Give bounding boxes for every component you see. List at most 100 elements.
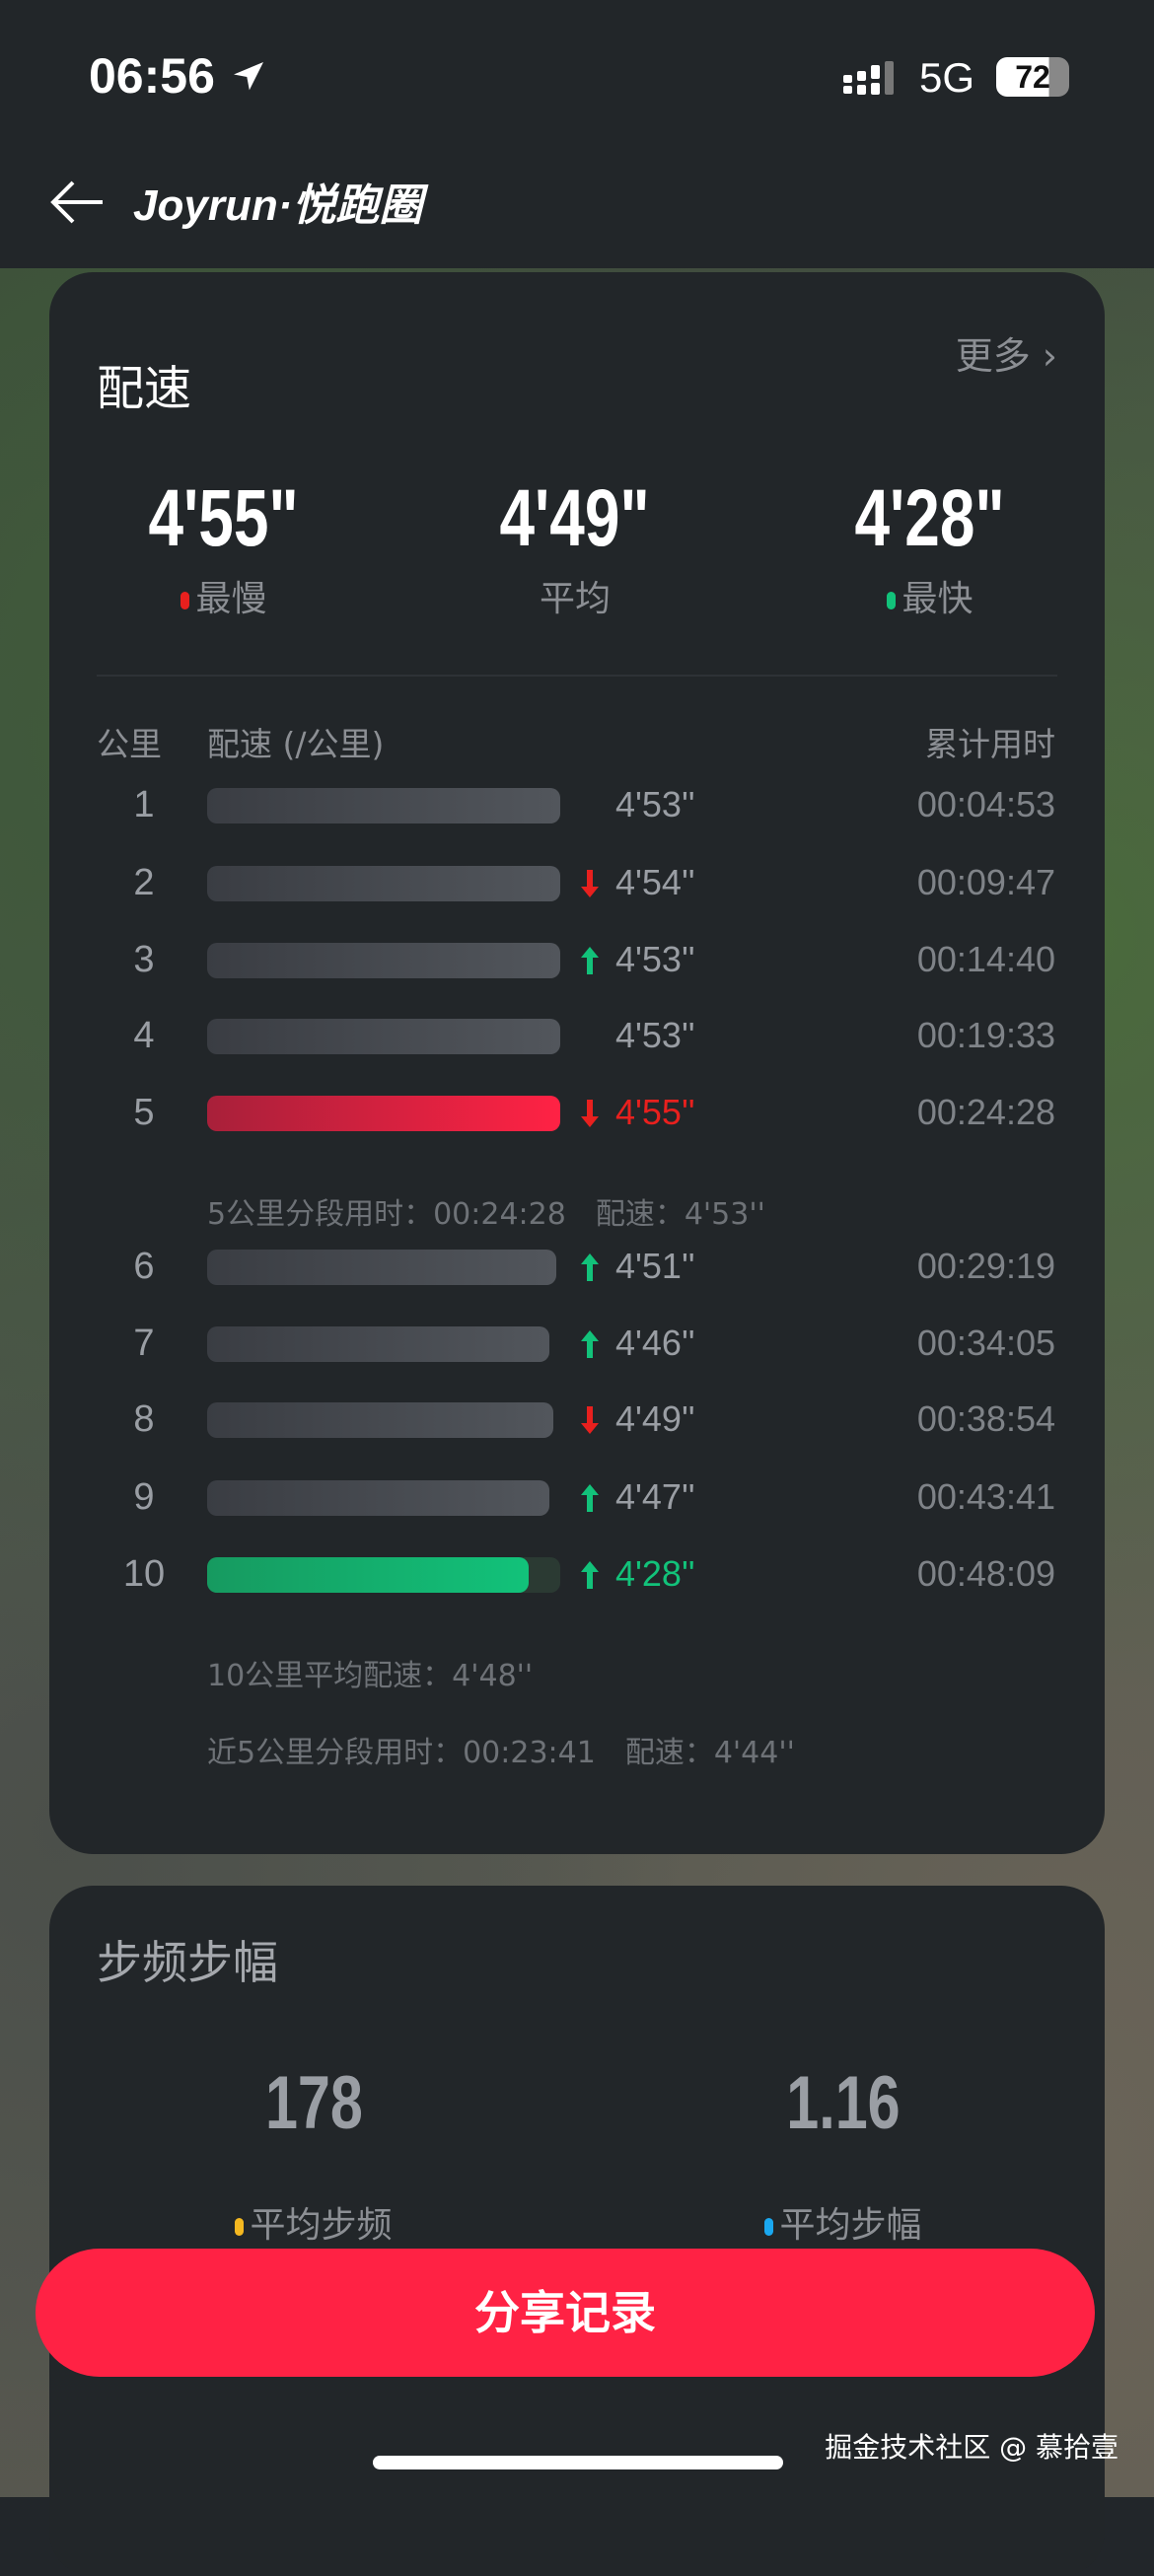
split-pace: 4'28''	[615, 1553, 695, 1594]
pace-bar-track	[207, 943, 560, 978]
split-row: 6 4'51'' 00:29:19	[49, 1238, 1105, 1297]
cadence-card: 步频步幅 178 平均步频 1.16 平均步幅	[49, 1886, 1105, 2576]
split-cumulative: 00:34:05	[916, 1323, 1055, 1363]
summary-label: 平均	[539, 579, 611, 619]
split-km: 2	[133, 862, 155, 903]
status-time: 06:56	[89, 47, 268, 105]
pace-bar-track	[207, 1096, 560, 1131]
split-km: 10	[122, 1553, 166, 1595]
cadence-stat-0: 178 平均步频	[156, 2053, 471, 2248]
split-pace: 4'55''	[615, 1092, 695, 1132]
avg10-note: 10公里平均配速：4'48''	[207, 1659, 534, 1693]
split-cumulative: 00:19:33	[916, 1015, 1055, 1055]
pace-bar-fill	[207, 1019, 560, 1054]
split-km: 1	[133, 784, 155, 825]
split5-note: 5公里分段用时：00:24:28 配速：4'53''	[207, 1197, 765, 1232]
pace-bar-fill	[207, 788, 560, 823]
last5-note: 近5公里分段用时：00:23:41 配速：4'44''	[207, 1736, 795, 1770]
header-pace: 配速 (/公里)	[207, 725, 385, 763]
split-pace: 4'47''	[615, 1476, 695, 1517]
more-link[interactable]: 更多 ›	[955, 334, 1057, 378]
arrow-down-icon	[581, 1406, 599, 1434]
chevron-right-icon: ›	[1042, 334, 1057, 378]
split-pace: 4'46''	[615, 1323, 695, 1363]
back-arrow-icon[interactable]	[47, 178, 107, 227]
top-bar: 06:56 5G 72 Joyrun·悦跑圈	[0, 0, 1154, 268]
split-cumulative: 00:24:28	[916, 1092, 1055, 1132]
arrow-down-icon	[581, 1100, 599, 1127]
pace-bar-fill	[207, 1480, 550, 1516]
arrow-up-icon	[581, 1561, 599, 1589]
status-dot	[764, 2218, 774, 2236]
arrow-up-icon	[581, 1330, 599, 1358]
watermark: 掘金技术社区 @ 慕拾壹	[825, 2431, 1118, 2464]
pace-summary-1: 4'49" 平均	[427, 469, 723, 621]
split-cumulative: 00:38:54	[916, 1398, 1055, 1439]
split-pace: 4'54''	[615, 862, 695, 902]
pace-bar-track	[207, 866, 560, 901]
divider	[97, 675, 1057, 677]
share-record-button[interactable]: 分享记录	[36, 2249, 1095, 2377]
arrow-up-icon	[581, 1253, 599, 1281]
arrow-up-icon	[581, 947, 599, 974]
summary-value: 4'28"	[854, 473, 1006, 563]
split-row: 9 4'47'' 00:43:41	[49, 1468, 1105, 1528]
split-pace: 4'49''	[615, 1398, 695, 1439]
home-indicator	[373, 2456, 783, 2469]
app-logo-title: Joyrun·悦跑圈	[133, 181, 423, 230]
pace-bar-track	[207, 1019, 560, 1054]
split-km: 3	[133, 939, 155, 980]
network-label: 5G	[919, 54, 975, 101]
status-dot	[887, 592, 897, 609]
arrow-up-icon	[581, 1484, 599, 1512]
pace-card: 配速 更多 › 4'55" 最慢 4'49" 平均 4'28" 最快 公里 配速…	[49, 272, 1105, 1854]
split-km: 4	[133, 1015, 155, 1056]
split-row: 3 4'53'' 00:14:40	[49, 931, 1105, 990]
pace-bar-fill	[207, 1557, 529, 1593]
arrow-down-icon	[581, 870, 599, 897]
split-km: 5	[133, 1092, 155, 1133]
split-km: 8	[133, 1398, 155, 1440]
summary-label: 最慢	[195, 579, 267, 619]
pace-bar-track	[207, 788, 560, 823]
header-cumulative: 累计用时	[925, 725, 1055, 763]
pace-bar-fill	[207, 1096, 560, 1131]
split-row: 2 4'54'' 00:09:47	[49, 854, 1105, 913]
split-row: 4 4'53'' 00:19:33	[49, 1007, 1105, 1066]
status-dot	[235, 2218, 245, 2236]
pace-bar-fill	[207, 943, 560, 978]
cadence-stat-1: 1.16 平均步幅	[685, 2053, 1001, 2248]
pace-bar-fill	[207, 1326, 550, 1362]
cadence-card-title: 步频步幅	[97, 1936, 278, 1989]
signal-icon	[843, 61, 894, 95]
pace-bar-fill	[207, 866, 560, 901]
split-km: 6	[133, 1246, 155, 1287]
pace-card-title: 配速	[97, 361, 192, 416]
split-km: 7	[133, 1323, 155, 1364]
stat-label: 平均步幅	[779, 2205, 922, 2246]
summary-label: 最快	[902, 579, 974, 619]
split-cumulative: 00:43:41	[916, 1476, 1055, 1517]
pace-summary-0: 4'55" 最慢	[76, 469, 372, 621]
stat-value: 1.16	[786, 2061, 901, 2145]
location-arrow-icon	[233, 62, 263, 91]
split-pace: 4'53''	[615, 784, 695, 824]
split-pace: 4'51''	[615, 1246, 695, 1286]
pace-bar-track	[207, 1480, 560, 1516]
split-row: 10 4'28'' 00:48:09	[49, 1545, 1105, 1605]
header-km: 公里	[97, 725, 162, 763]
pace-bar-track	[207, 1250, 560, 1285]
summary-value: 4'49"	[499, 473, 651, 563]
split-row: 1 4'53'' 00:04:53	[49, 776, 1105, 835]
split-km: 9	[133, 1476, 155, 1518]
split-pace: 4'53''	[615, 939, 695, 979]
pace-bar-fill	[207, 1250, 557, 1285]
pace-bar-track	[207, 1557, 560, 1593]
stat-value: 178	[264, 2061, 363, 2145]
split-row: 5 4'55'' 00:24:28	[49, 1084, 1105, 1143]
pace-summary-2: 4'28" 最快	[782, 469, 1078, 621]
split-cumulative: 00:04:53	[916, 784, 1055, 824]
pace-bar-track	[207, 1326, 560, 1362]
split-pace: 4'53''	[615, 1015, 695, 1055]
summary-value: 4'55"	[148, 473, 300, 563]
